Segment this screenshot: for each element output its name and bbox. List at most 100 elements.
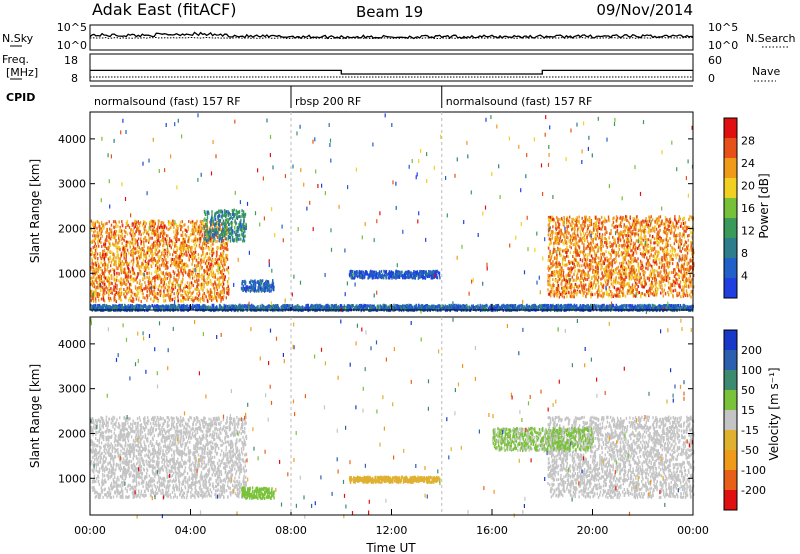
heat-cell bbox=[94, 272, 96, 275]
heat-cell bbox=[145, 266, 147, 270]
heat-cell bbox=[94, 247, 96, 251]
heat-cell bbox=[208, 294, 210, 298]
heat-cell bbox=[204, 233, 206, 237]
heat-cell bbox=[174, 286, 177, 290]
heat-cell bbox=[224, 227, 226, 231]
heat-cell bbox=[576, 274, 578, 278]
heat-cell bbox=[215, 250, 218, 254]
heat-cell bbox=[220, 257, 222, 261]
heat-cell bbox=[226, 291, 228, 295]
heat-cell bbox=[208, 235, 211, 239]
heat-cell bbox=[157, 234, 159, 238]
heat-cell bbox=[125, 255, 127, 259]
heat-cell bbox=[244, 229, 246, 233]
heat-cell bbox=[682, 217, 684, 221]
heat-cell bbox=[170, 226, 172, 230]
heat-cell bbox=[118, 258, 120, 262]
heat-cell bbox=[117, 224, 119, 228]
heat-cell bbox=[666, 248, 669, 252]
heat-cell bbox=[180, 282, 182, 286]
heat-cell bbox=[94, 297, 97, 301]
heat-cell bbox=[222, 255, 224, 259]
heat-cell bbox=[128, 241, 131, 245]
heat-cell bbox=[94, 267, 97, 271]
heat-cell bbox=[213, 286, 215, 290]
heat-cell bbox=[101, 234, 103, 238]
heat-cell bbox=[559, 247, 561, 251]
heat-cell bbox=[203, 284, 205, 288]
heat-cell bbox=[186, 246, 189, 250]
heat-cell bbox=[226, 280, 229, 284]
heat-cell bbox=[225, 230, 227, 234]
heat-cell bbox=[194, 227, 197, 231]
heat-cell bbox=[154, 295, 156, 299]
heat-cell bbox=[162, 262, 164, 266]
heat-cell bbox=[133, 260, 135, 264]
heat-cell bbox=[370, 269, 372, 273]
heat-cell bbox=[177, 273, 179, 277]
heat-cell bbox=[119, 246, 121, 250]
heat-cell bbox=[596, 231, 599, 234]
heat-cell bbox=[119, 228, 121, 232]
heat-cell bbox=[263, 284, 266, 288]
heat-cell bbox=[671, 246, 673, 249]
heat-cell bbox=[571, 267, 573, 271]
heat-cell bbox=[101, 269, 103, 273]
heat-cell bbox=[201, 244, 204, 248]
heat-cell bbox=[671, 262, 674, 266]
heat-cell bbox=[176, 283, 179, 287]
heat-cell bbox=[92, 266, 94, 270]
heat-cell bbox=[141, 261, 143, 265]
heat-cell bbox=[90, 292, 93, 296]
heat-cell bbox=[103, 279, 105, 283]
heat-cell bbox=[191, 262, 193, 266]
heat-cell bbox=[101, 224, 104, 228]
heat-cell bbox=[191, 291, 193, 295]
heat-cell bbox=[413, 276, 416, 279]
heat-cell bbox=[217, 210, 219, 214]
heat-cell bbox=[673, 242, 676, 246]
heat-cell bbox=[129, 296, 131, 300]
heat-cell bbox=[576, 293, 578, 297]
heat-cell bbox=[654, 282, 656, 286]
heat-cell bbox=[208, 258, 210, 262]
heat-cell bbox=[125, 260, 127, 264]
heat-cell bbox=[156, 236, 158, 240]
heat-cell bbox=[203, 217, 206, 221]
heat-cell bbox=[548, 251, 551, 255]
heat-cell bbox=[261, 279, 264, 283]
heat-cell bbox=[222, 219, 225, 223]
heat-cell bbox=[606, 282, 609, 286]
heat-cell bbox=[113, 236, 116, 240]
heat-cell bbox=[173, 236, 175, 240]
heat-cell bbox=[211, 222, 213, 226]
heat-cell bbox=[147, 262, 150, 266]
heat-cell bbox=[223, 221, 225, 225]
heat-cell bbox=[213, 294, 216, 298]
heat-cell bbox=[600, 241, 603, 245]
heat-cell bbox=[175, 261, 177, 265]
heat-cell bbox=[243, 225, 246, 228]
heat-cell bbox=[132, 300, 134, 303]
heat-cell bbox=[547, 233, 549, 237]
heat-cell bbox=[395, 276, 397, 280]
heat-cell bbox=[144, 253, 146, 257]
heat-cell bbox=[210, 270, 212, 274]
heat-cell bbox=[211, 251, 213, 255]
heat-cell bbox=[174, 263, 176, 267]
heat-cell bbox=[683, 244, 685, 247]
noise-axis-top-right: 10^5 bbox=[708, 21, 738, 34]
heat-cell bbox=[682, 293, 684, 296]
heat-cell bbox=[145, 222, 147, 226]
heat-cell bbox=[152, 244, 155, 248]
heat-cell bbox=[183, 247, 186, 251]
heat-cell bbox=[98, 293, 100, 297]
heat-cell bbox=[594, 265, 597, 269]
heat-cell bbox=[668, 281, 670, 285]
heat-cell bbox=[206, 282, 208, 286]
heat-cell bbox=[154, 222, 156, 226]
heat-cell bbox=[172, 253, 174, 257]
heat-cell bbox=[553, 241, 555, 245]
heat-cell bbox=[115, 298, 117, 302]
heat-cell bbox=[166, 276, 168, 280]
